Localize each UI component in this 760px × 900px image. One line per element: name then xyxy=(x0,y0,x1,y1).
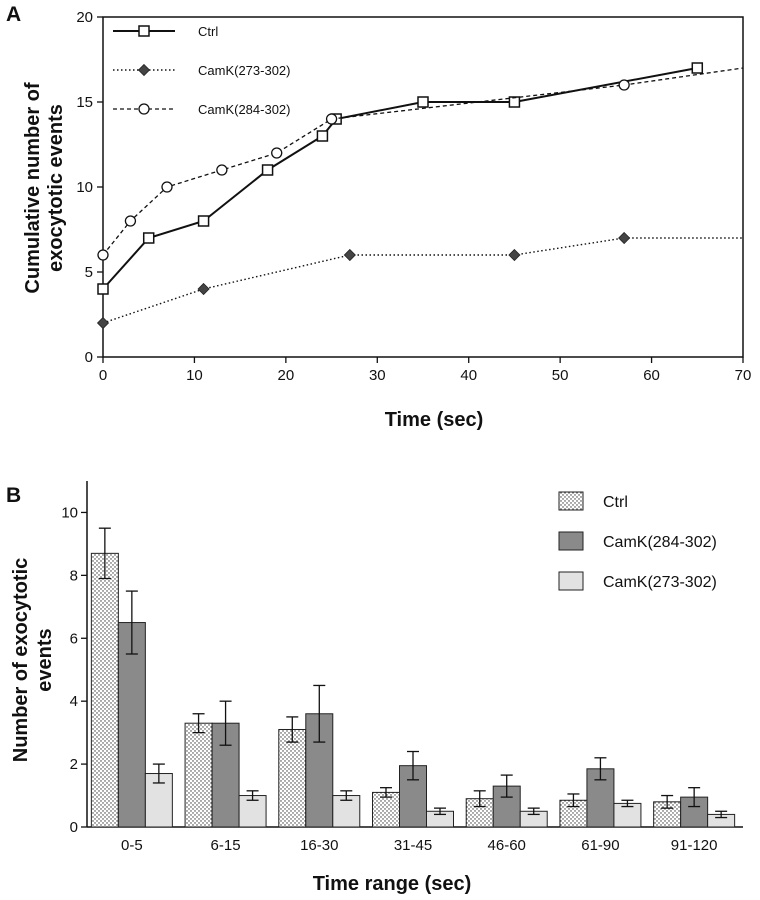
panel-a-y-axis-label-line1: Cumulative number of xyxy=(22,82,44,293)
legend-entry-ctrl: Ctrl xyxy=(558,491,628,511)
legend-entry-ctrl: Ctrl xyxy=(113,24,218,39)
data-point-camk-284-302 xyxy=(161,181,173,193)
legend-swatch-ctrl xyxy=(558,491,584,511)
panel-b-category-label: 61-90 xyxy=(581,837,619,854)
legend-label-ctrl: Ctrl xyxy=(603,494,628,511)
panel-a-x-tick-label: 40 xyxy=(460,367,477,384)
legend-label-camk-273-302: CamK(273-302) xyxy=(198,63,291,78)
panel-a-x-tick-label: 10 xyxy=(186,367,203,384)
panel-b-category-label: 31-45 xyxy=(394,837,432,854)
panel-b-y-tick-label: 0 xyxy=(70,819,78,836)
legend-marker-camk-284-302 xyxy=(138,103,150,115)
panel-a-x-tick-label: 70 xyxy=(735,367,752,384)
panel-b-y-axis-label-line2: events xyxy=(34,628,56,691)
bar-ctrl-0-5 xyxy=(90,552,119,828)
panel-b-y-tick-label: 4 xyxy=(70,693,78,710)
data-point-camk-273-302 xyxy=(343,248,356,262)
panel-a-x-tick-label: 0 xyxy=(99,367,107,384)
panel-b-y-tick-label: 6 xyxy=(70,630,78,647)
series-camk-273-302 xyxy=(96,231,743,330)
legend-swatch-camk-284-302 xyxy=(558,531,584,551)
series-line-camk-284-302 xyxy=(102,67,744,256)
panel-a-y-tick-label: 20 xyxy=(76,9,93,26)
data-point-camk-284-302 xyxy=(325,113,338,125)
panel-a-y-tick-label: 5 xyxy=(85,264,93,281)
data-point-camk-273-302 xyxy=(197,282,210,296)
panel-a-x-tick-label: 60 xyxy=(643,367,660,384)
legend-entry-camk-273-302: CamK(273-302) xyxy=(113,63,291,78)
panel-b-y-tick-label: 2 xyxy=(70,756,78,773)
panel-b-category-label: 46-60 xyxy=(488,837,526,854)
data-point-ctrl xyxy=(508,96,521,108)
panel-b-x-axis-label: Time range (sec) xyxy=(313,873,472,895)
data-point-camk-284-302 xyxy=(271,147,283,159)
panel-b-label: B xyxy=(6,484,21,507)
data-point-camk-273-302 xyxy=(96,316,110,330)
data-point-ctrl xyxy=(417,96,429,108)
panel-a-y-tick-label: 15 xyxy=(76,94,93,111)
panel-a-x-axis-label: Time (sec) xyxy=(385,409,484,431)
legend-label-camk-284-302: CamK(284-302) xyxy=(198,102,291,117)
panel-b-category-label: 6-15 xyxy=(211,837,241,854)
panel-a-line-chart: 0 10 20 30 40 50 60 70 0 5 10 15 20 Ctrl CamK(273-302)… xyxy=(76,9,751,384)
bar-ctrl-6-15 xyxy=(184,722,213,828)
panel-a-x-tick-label: 30 xyxy=(369,367,386,384)
panel-a-label: A xyxy=(6,3,21,26)
data-point-camk-284-302 xyxy=(216,164,228,176)
legend-marker-ctrl xyxy=(138,25,150,37)
panel-a-x-tick-label: 50 xyxy=(552,367,569,384)
data-point-ctrl xyxy=(97,283,109,295)
series-camk-284-302 xyxy=(97,67,744,261)
data-point-ctrl xyxy=(261,164,274,176)
legend-entry-camk-273-302: CamK(273-302) xyxy=(558,571,717,591)
bar-ctrl-16-30 xyxy=(278,728,307,828)
series-ctrl xyxy=(97,62,704,295)
series-line-ctrl xyxy=(102,67,698,290)
panel-a-y-tick-label: 10 xyxy=(76,179,93,196)
legend-entry-camk-284-302: CamK(284-302) xyxy=(113,102,291,117)
legend-label-camk-284-302: CamK(284-302) xyxy=(603,534,717,551)
panel-b-category-label: 16-30 xyxy=(300,837,338,854)
panel-b-category-label: 0-5 xyxy=(121,837,143,854)
legend-label-ctrl: Ctrl xyxy=(198,24,218,39)
data-point-camk-273-302 xyxy=(508,248,521,262)
data-point-ctrl xyxy=(316,130,329,142)
panel-b-bar-chart: 0 2 4 6 8 10 0-5 6-15 16-30 31-45 46-60 61-90 91-120… xyxy=(61,481,743,854)
data-point-camk-284-302 xyxy=(124,215,137,227)
legend-label-camk-273-302: CamK(273-302) xyxy=(603,574,717,591)
panel-b-y-tick-label: 8 xyxy=(70,567,78,584)
legend-swatch-camk-273-302 xyxy=(558,571,584,591)
panel-a-y-tick-label: 0 xyxy=(85,349,93,366)
data-point-ctrl xyxy=(197,215,210,227)
series-line-camk-273-302 xyxy=(102,237,743,324)
panel-a-y-axis-label-line2: exocytotic events xyxy=(45,104,67,272)
panel-b-y-tick-label: 10 xyxy=(61,504,78,521)
legend-entry-camk-284-302: CamK(284-302) xyxy=(558,531,717,551)
panel-b-y-axis-label-line1: Number of exocytotic xyxy=(10,558,32,762)
data-point-ctrl xyxy=(142,232,155,244)
data-point-camk-284-302 xyxy=(618,79,630,91)
data-point-camk-284-302 xyxy=(97,249,109,261)
panel-b-category-label: 91-120 xyxy=(671,837,718,854)
bar-camk-284-302-0-5 xyxy=(117,622,146,828)
data-point-ctrl xyxy=(691,62,704,74)
legend-marker-camk-273-302 xyxy=(137,63,151,77)
data-point-camk-273-302 xyxy=(618,231,631,245)
panel-a-x-tick-label: 20 xyxy=(278,367,295,384)
